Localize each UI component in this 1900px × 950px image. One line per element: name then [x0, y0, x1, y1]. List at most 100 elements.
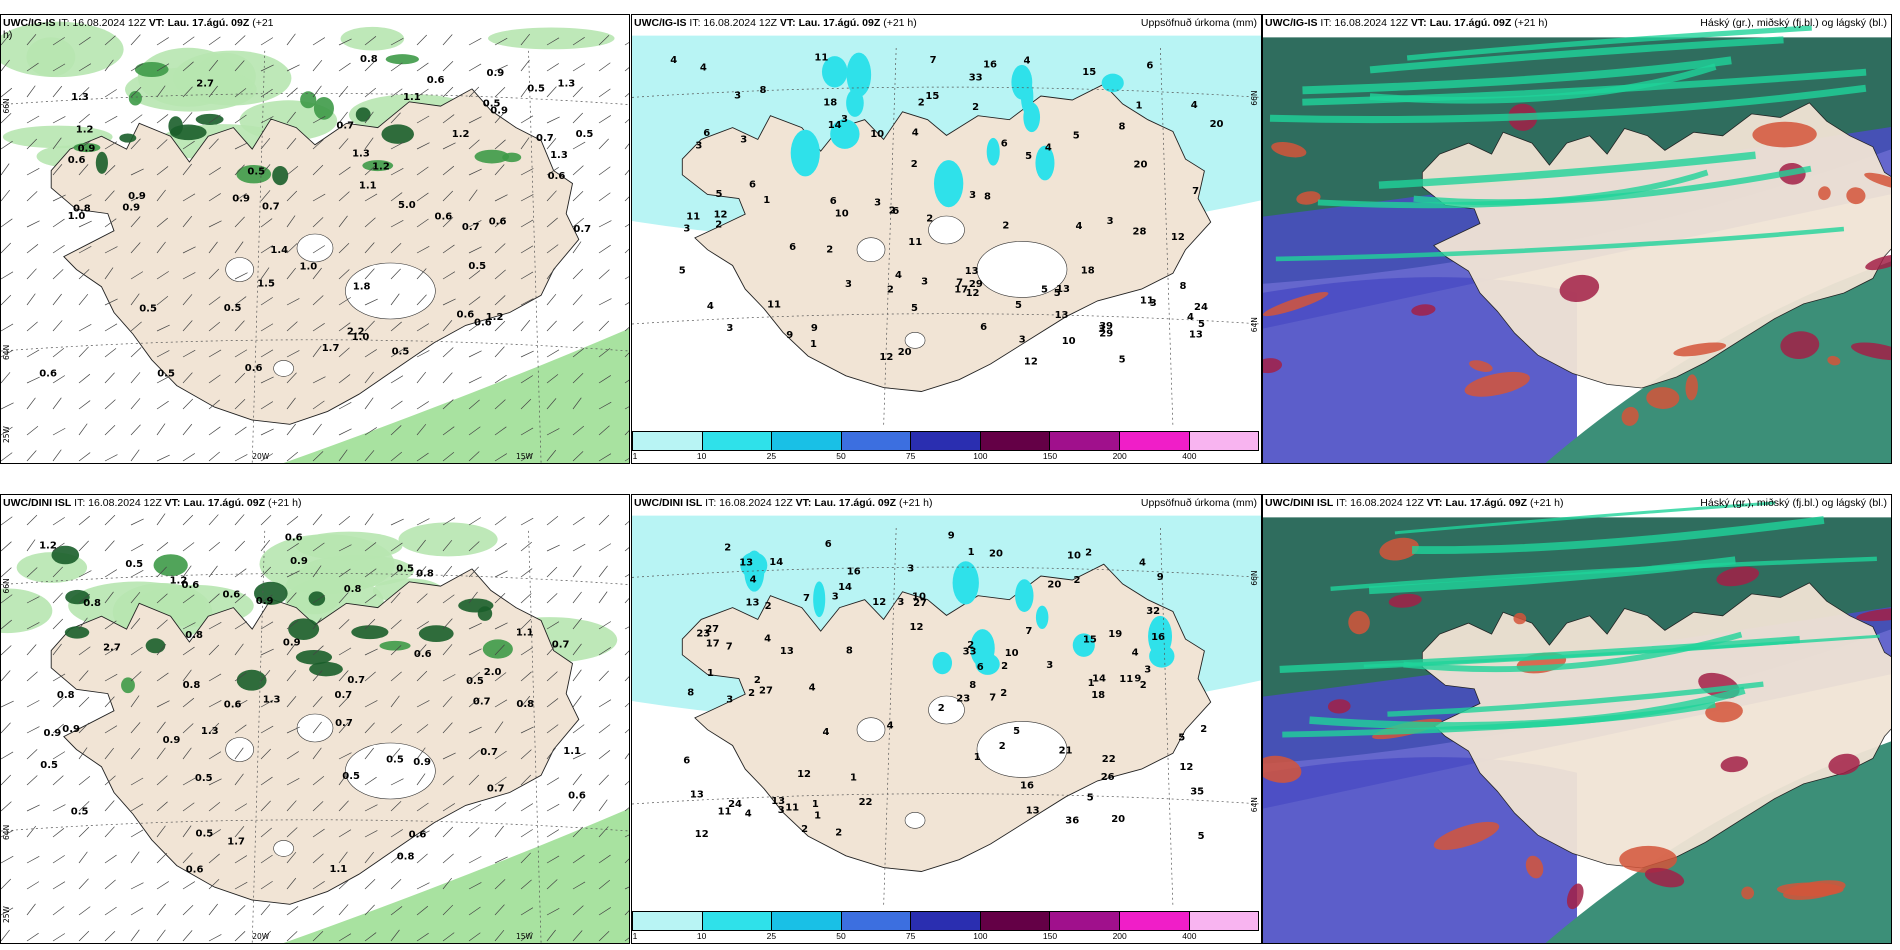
- value-label: 24: [728, 799, 742, 810]
- value-label: 12: [872, 597, 886, 608]
- value-label: 1.3: [263, 694, 281, 705]
- low-cloud-blob: [1716, 566, 1760, 587]
- wind-barb: [624, 327, 629, 332]
- wind-barb: [130, 424, 141, 436]
- title-title-vt: VT: Lau. 17.ágú. 09Z: [1426, 497, 1528, 509]
- value-label: 1.1: [516, 627, 534, 638]
- wind-barb: [364, 671, 376, 682]
- value-label: 0.8: [57, 690, 75, 701]
- wind-barb: [364, 36, 377, 46]
- wind-barb: [364, 879, 376, 890]
- wind-barb: [546, 398, 557, 410]
- wind-barb: [598, 699, 612, 708]
- wind-barb: [572, 451, 584, 462]
- wind-barb: [520, 194, 534, 202]
- wind-barb: [104, 218, 117, 228]
- value-label: 10: [870, 129, 884, 140]
- title-title-rest: IT: 16.08.2024 12Z: [55, 17, 149, 29]
- wind-barb: [182, 86, 193, 98]
- wind-barb: [52, 375, 66, 384]
- wind-barb: [52, 320, 63, 332]
- wind-barb: [182, 723, 194, 734]
- glacier: [976, 241, 1068, 298]
- wind-barb: [494, 37, 508, 46]
- wind-barb: [234, 164, 245, 176]
- value-label: 0.5: [157, 368, 175, 379]
- value-label: 1.3: [352, 148, 370, 159]
- wind-barb: [26, 726, 40, 734]
- axis-label-lat_top: 66N: [2, 98, 11, 113]
- colorbar-tick-label: 400: [1182, 931, 1197, 941]
- wind-barb: [494, 802, 507, 812]
- value-label: 0.5: [195, 773, 213, 784]
- wind-barb: [598, 320, 610, 332]
- wind-barb: [468, 803, 482, 812]
- wind-barb: [208, 878, 220, 890]
- wind-barb: [208, 778, 222, 786]
- graticule: [1, 530, 629, 943]
- high-cloud-streak: [1279, 635, 1801, 674]
- value-label: 11: [1140, 296, 1154, 307]
- wind-barb: [442, 34, 453, 46]
- low-cloud-blob: [1673, 342, 1727, 357]
- wind-barb: [130, 34, 141, 46]
- wind-barb: [1, 113, 12, 124]
- wind-barb: [520, 726, 534, 734]
- precip-heavy-area: [1101, 73, 1124, 93]
- wind-barb: [208, 829, 221, 838]
- wind-barb: [338, 138, 349, 150]
- value-label: 4: [745, 809, 752, 820]
- wind-barb: [338, 722, 349, 734]
- wind-barb: [208, 751, 222, 760]
- wind-barb: [364, 618, 376, 630]
- value-label: 3: [726, 323, 733, 334]
- wind-barb: [598, 220, 612, 228]
- wind-barb: [78, 113, 90, 124]
- wind-barb: [572, 695, 582, 708]
- wind-barb: [104, 620, 117, 630]
- wind-barb: [364, 217, 376, 228]
- wind-barb: [364, 298, 378, 306]
- wind-barb: [286, 87, 298, 98]
- wind-barb: [234, 803, 248, 812]
- value-label: 13: [780, 646, 794, 657]
- title-title-model: UWC/IG-IS: [1265, 17, 1318, 29]
- wind-barb: [468, 697, 480, 708]
- wind-barb: [78, 906, 91, 916]
- wind-barb: [78, 323, 92, 332]
- value-label: 0.9: [290, 556, 308, 567]
- wind-barb: [598, 931, 610, 942]
- wind-barb: [572, 543, 586, 552]
- wind-barb: [338, 568, 351, 578]
- wind-barb: [390, 567, 403, 578]
- wind-barb: [416, 452, 429, 462]
- value-label: 0.6: [474, 317, 492, 328]
- value-label: 3: [1046, 660, 1053, 671]
- high-cloud-streak: [1378, 151, 1756, 189]
- wind-barb: [442, 644, 453, 656]
- value-label: 0.8: [360, 54, 378, 65]
- wind-barb: [390, 879, 402, 890]
- wind-barb: [234, 855, 248, 864]
- wind-barb: [416, 268, 427, 280]
- wind-barb: [442, 298, 456, 306]
- wind-barb: [208, 59, 219, 72]
- wind-barb: [78, 722, 90, 734]
- value-label: 0.7: [536, 133, 554, 144]
- wind-barb: [494, 453, 508, 462]
- high-cloud-streak: [1317, 169, 1709, 209]
- wind-barb: [520, 568, 533, 578]
- value-label: 1: [763, 195, 770, 206]
- value-label: 12: [966, 288, 980, 299]
- wind-barb: [208, 426, 221, 436]
- wind-barb: [338, 85, 349, 98]
- value-label: 8: [687, 688, 694, 699]
- wind-barb: [520, 59, 530, 72]
- wind-barb: [364, 320, 375, 332]
- wind-barb: [1, 751, 14, 760]
- value-label: 1.0: [352, 332, 370, 343]
- value-label: 1: [810, 339, 817, 350]
- wind-barb: [1, 349, 14, 358]
- value-label: 20: [1047, 579, 1061, 590]
- wind-barb: [572, 321, 584, 332]
